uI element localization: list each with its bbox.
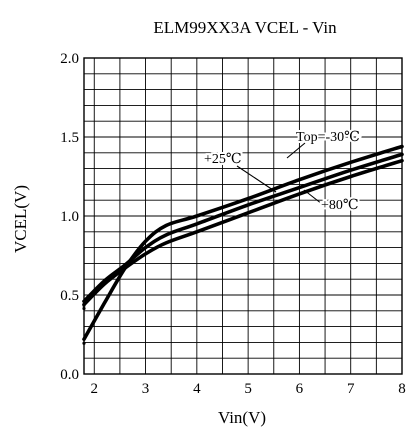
series-label-minus30: Top=-30℃ xyxy=(296,130,360,145)
x-tick-label: 7 xyxy=(347,381,355,397)
x-tick-label: 3 xyxy=(142,381,150,397)
series-label-plus25: +25℃ xyxy=(204,152,242,167)
curves xyxy=(82,144,404,345)
series-leader-line xyxy=(303,189,323,205)
series-labels: Top=-30℃ +25℃ +80℃ xyxy=(202,128,362,215)
series-leader-line xyxy=(236,165,277,193)
series-start-dot xyxy=(82,341,86,345)
y-tick-label: 2.0 xyxy=(60,51,79,67)
chart-title: ELM99XX3A VCEL - Vin xyxy=(153,18,337,37)
grid xyxy=(83,57,403,375)
series-curve-minus30 xyxy=(82,144,404,341)
plot-frame xyxy=(83,57,403,375)
x-tick-label: 8 xyxy=(398,381,406,397)
y-tick-label: 1.0 xyxy=(60,209,79,225)
series-leader-line xyxy=(286,142,306,159)
tick-labels: 2 3 4 5 6 7 8 0.0 0.5 1.0 1.5 2.0 xyxy=(60,51,406,397)
x-tick-label: 6 xyxy=(296,381,304,397)
x-tick-label: 4 xyxy=(193,381,201,397)
series-label-plus80: +80℃ xyxy=(321,198,359,213)
y-tick-label: 0.5 xyxy=(60,288,79,304)
y-tick-label: 1.5 xyxy=(60,130,79,146)
series-start-dot xyxy=(82,306,86,311)
y-axis-label: VCEL(V) xyxy=(11,185,30,253)
series-curve-plus25 xyxy=(82,152,404,304)
x-tick-label: 5 xyxy=(244,381,252,397)
x-tick-label: 2 xyxy=(91,381,99,397)
series-curve-plus80 xyxy=(82,158,404,307)
x-axis-label: Vin(V) xyxy=(218,408,266,427)
y-tick-label: 0.0 xyxy=(60,367,79,383)
